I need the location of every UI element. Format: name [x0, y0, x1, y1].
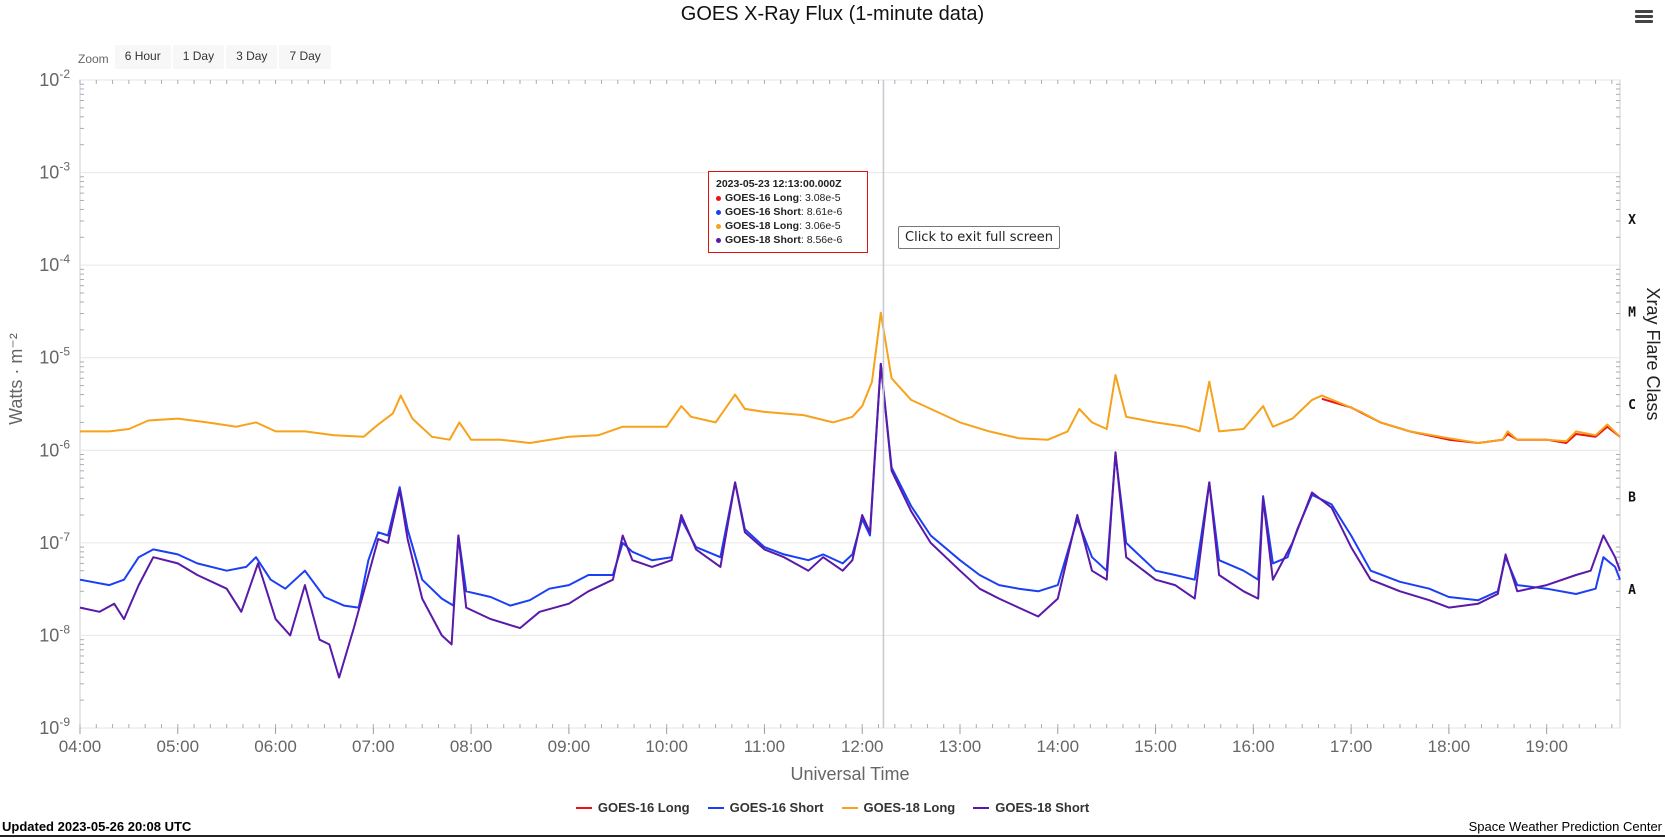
tooltip-series-value: 8.56e-6 — [806, 234, 843, 246]
x-tick-label: 18:00 — [1428, 737, 1471, 756]
x-tick-label: 04:00 — [59, 737, 102, 756]
flare-class-label: A — [1628, 583, 1636, 598]
x-tick-label: 19:00 — [1525, 737, 1568, 756]
x-axis-title: Universal Time — [790, 764, 909, 784]
chart-title: GOES X-Ray Flux (1-minute data) — [680, 3, 985, 25]
zoom-controls: Zoom 6 Hour 1 Day 3 Day 7 Day — [78, 45, 333, 69]
legend-item-goes16-short[interactable]: GOES-16 Short — [707, 800, 824, 815]
zoom-label: Zoom — [78, 52, 109, 66]
chart-legend: GOES-16 Long GOES-16 Short GOES-18 Long … — [0, 800, 1665, 815]
y-axis-title: Watts · m⁻² — [6, 333, 26, 425]
tooltip-row: GOES-18 Short: 8.56e-6 — [716, 233, 860, 247]
legend-label: GOES-16 Short — [729, 800, 824, 815]
series-dot-icon — [716, 223, 721, 229]
legend-item-goes18-short[interactable]: GOES-18 Short — [973, 800, 1089, 815]
y-tick-label: 10-7 — [39, 530, 70, 553]
updated-timestamp: Updated 2023-05-26 20:08 UTC — [2, 819, 192, 834]
x-tick-label: 07:00 — [352, 737, 395, 756]
y-tick-label: 10-8 — [39, 622, 70, 645]
series-line-goes-18-short — [79, 363, 1621, 679]
series-dot-icon — [716, 209, 721, 215]
tooltip-series-value: 3.08e-5 — [804, 192, 841, 204]
legend-item-goes18-long[interactable]: GOES-18 Long — [841, 800, 956, 815]
y2-axis-title: Xray Flare Class — [1643, 287, 1663, 420]
x-tick-label: 06:00 — [254, 737, 297, 756]
x-tick-label: 08:00 — [450, 737, 493, 756]
flare-class-label: X — [1628, 213, 1636, 228]
zoom-1-day-button[interactable]: 1 Day — [172, 45, 225, 69]
legend-line-icon — [707, 806, 724, 809]
x-tick-label: 14:00 — [1037, 737, 1080, 756]
bottom-divider — [0, 835, 1665, 837]
legend-label: GOES-16 Long — [597, 800, 690, 815]
x-tick-label: 05:00 — [157, 737, 200, 756]
tooltip-time: 2023-05-23 12:13:00.000Z — [716, 178, 842, 190]
x-tick-label: 10:00 — [645, 737, 688, 756]
y-tick-label: 10-2 — [39, 67, 70, 90]
zoom-6-hour-button[interactable]: 6 Hour — [114, 45, 171, 69]
legend-label: GOES-18 Short — [995, 800, 1090, 815]
x-tick-label: 12:00 — [841, 737, 884, 756]
legend-line-icon — [575, 806, 592, 809]
x-tick-label: 15:00 — [1134, 737, 1177, 756]
zoom-7-day-button[interactable]: 7 Day — [279, 45, 331, 69]
tooltip-row: GOES-16 Short: 8.61e-6 — [716, 205, 860, 219]
zoom-3-day-button[interactable]: 3 Day — [226, 45, 278, 69]
flare-class-label: M — [1628, 305, 1636, 320]
flare-class-label: C — [1628, 398, 1636, 413]
data-tooltip: 2023-05-23 12:13:00.000Z GOES-16 Long: 3… — [708, 171, 868, 253]
y-tick-label: 10-4 — [39, 252, 70, 275]
y-tick-label: 10-6 — [39, 437, 70, 460]
tooltip-series-name: GOES-18 Long — [725, 220, 800, 232]
x-tick-label: 09:00 — [548, 737, 591, 756]
tooltip-row: GOES-18 Long: 3.06e-5 — [716, 219, 860, 233]
tooltip-series-value: 3.06e-5 — [804, 220, 841, 232]
x-tick-label: 17:00 — [1330, 737, 1373, 756]
x-tick-label: 16:00 — [1232, 737, 1275, 756]
series-dot-icon — [716, 195, 721, 201]
tooltip-series-name: GOES-16 Long — [725, 192, 800, 204]
x-tick-label: 11:00 — [744, 737, 785, 756]
legend-item-goes16-long[interactable]: GOES-16 Long — [575, 800, 690, 815]
y-tick-label: 10-9 — [39, 715, 70, 738]
tooltip-row: GOES-16 Long: 3.08e-5 — [716, 191, 860, 205]
hamburger-menu-icon[interactable] — [1635, 8, 1653, 26]
legend-line-icon — [973, 806, 990, 809]
y-tick-label: 10-3 — [39, 160, 70, 183]
tooltip-series-name: GOES-18 Short — [725, 234, 801, 246]
flare-class-label: B — [1628, 491, 1636, 506]
series-line-goes-18-long — [80, 311, 1621, 444]
tooltip-series-name: GOES-16 Short — [725, 206, 801, 218]
x-tick-label: 13:00 — [939, 737, 982, 756]
xray-flux-chart[interactable]: 10-2 10-3 10-4 10-5 10-6 10-7 10-8 10-904:00 05:… — [0, 0, 1665, 800]
series-dot-icon — [716, 237, 721, 243]
legend-line-icon — [841, 806, 858, 809]
credit-text: Space Weather Prediction Center — [1468, 819, 1662, 834]
exit-fullscreen-tooltip[interactable]: Click to exit full screen — [898, 226, 1060, 249]
tooltip-series-value: 8.61e-6 — [806, 206, 843, 218]
y-tick-label: 10-5 — [39, 345, 70, 368]
legend-label: GOES-18 Long — [863, 800, 956, 815]
